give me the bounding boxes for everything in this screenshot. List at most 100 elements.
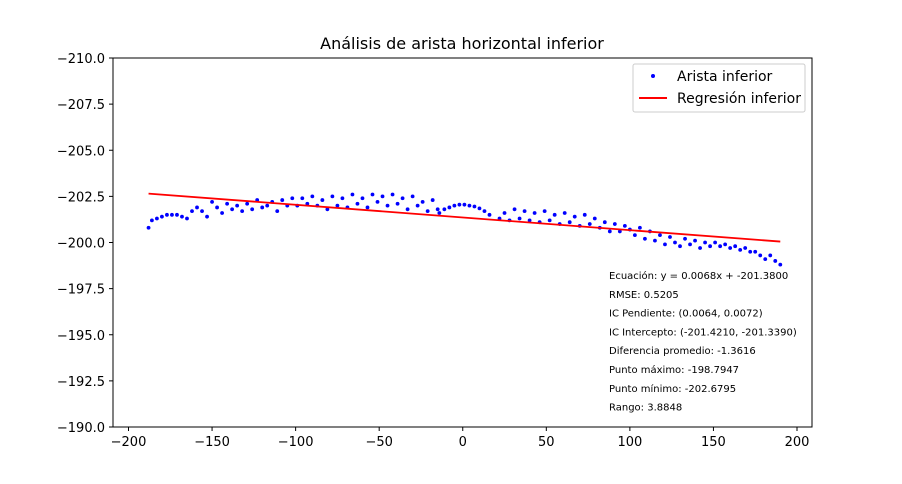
scatter-point-29: [290, 196, 295, 201]
scatter-point-94: [617, 229, 622, 234]
x-tick-label-2: −100: [278, 435, 314, 450]
scatter-point-10: [195, 205, 199, 210]
scatter-point-124: [768, 253, 773, 258]
scatter-point-73: [512, 207, 517, 212]
scatter-point-79: [542, 209, 547, 214]
scatter-point-39: [340, 196, 345, 201]
scatter-point-89: [592, 216, 597, 221]
scatter-point-6: [175, 212, 179, 217]
x-axis: −200 −150 −100 −50 0 50 100 150 200: [111, 427, 809, 450]
scatter-point-41: [350, 192, 355, 197]
scatter-point-8: [185, 216, 189, 221]
scatter-point-57: [430, 198, 435, 202]
scatter-point-103: [663, 242, 667, 247]
scatter-point-66: [472, 204, 477, 209]
data-marks: [146, 192, 783, 267]
scatter-point-87: [582, 212, 587, 217]
scatter-point-5: [170, 212, 174, 217]
scatter-point-77: [532, 211, 537, 215]
scatter-point-42: [355, 201, 360, 206]
y-axis: −210.0 −207.5 −205.0 −202.5 −200.0 −197.5 −195…: [57, 52, 113, 436]
scatter-point-16: [225, 201, 230, 206]
scatter-point-119: [743, 246, 748, 250]
scatter-point-112: [708, 244, 712, 249]
chart-title: Análisis de arista horizontal inferior: [320, 34, 604, 53]
scatter-point-43: [360, 196, 365, 201]
scatter-point-4: [165, 212, 169, 217]
scatter-point-49: [390, 192, 395, 197]
scatter-point-33: [310, 194, 315, 199]
scatter-point-7: [180, 214, 184, 219]
scatter-point-92: [607, 229, 612, 234]
x-tick-label-4: 0: [459, 435, 467, 450]
scatter-point-105: [673, 240, 677, 245]
scatter-point-114: [718, 244, 723, 249]
scatter-point-109: [693, 238, 697, 243]
scatter-point-11: [200, 209, 204, 214]
legend-label-arista-inferior: Arista inferior: [677, 69, 773, 85]
scatter-point-99: [643, 236, 647, 241]
x-tick-label-3: −50: [365, 435, 392, 450]
annotation-0: Ecuación: y = 0.0068x + -201.3800: [609, 270, 788, 282]
scatter-point-45: [370, 192, 375, 197]
scatter-point-52: [405, 207, 410, 212]
x-tick-label-6: 100: [617, 435, 642, 450]
scatter-point-85: [572, 214, 577, 219]
scatter-point-65: [467, 203, 472, 208]
scatter-point-47: [380, 194, 385, 199]
x-tick-label-1: −150: [194, 435, 230, 450]
scatter-point-54: [415, 203, 420, 208]
scatter-point-102: [658, 233, 662, 238]
scatter-point-101: [653, 238, 657, 243]
y-tick-label-6: −195.0: [57, 329, 105, 344]
y-tick-label-8: −190.0: [57, 421, 105, 436]
annotation-6: Punto mínimo: -202.6795: [609, 383, 736, 395]
scatter-point-24: [265, 203, 270, 208]
scatter-point-2: [155, 216, 159, 221]
annotation-4: Diferencia promedio: -1.3616: [609, 346, 756, 357]
scatter-point-23: [260, 205, 265, 210]
y-tick-label-5: −197.5: [57, 283, 105, 298]
scatter-point-106: [678, 244, 682, 249]
scatter-point-107: [683, 236, 687, 241]
scatter-point-110: [698, 246, 702, 250]
scatter-point-95: [622, 223, 627, 228]
annotation-2: IC Pendiente: (0.0064, 0.0072): [609, 309, 763, 320]
scatter-point-3: [160, 214, 164, 219]
scatter-point-35: [320, 198, 325, 202]
scatter-point-98: [638, 225, 642, 230]
scatter-point-51: [400, 196, 405, 201]
scatter-point-18: [235, 203, 240, 208]
scatter-point-97: [632, 233, 637, 238]
y-tick-label-7: −192.5: [57, 375, 105, 390]
scatter-point-15: [220, 211, 224, 215]
scatter-point-21: [250, 207, 255, 212]
scatter-point-58: [435, 207, 440, 212]
scatter-point-60: [442, 207, 447, 212]
scatter-point-46: [375, 200, 380, 204]
scatter-point-9: [190, 209, 194, 214]
scatter-point-62: [452, 203, 457, 208]
scatter-point-125: [773, 259, 778, 263]
stats-annotations: Ecuación: y = 0.0068x + -201.3800 RMSE: 0…: [609, 270, 797, 414]
legend-label-regresion-inferior: Regresión inferior: [677, 91, 801, 107]
scatter-point-74: [517, 216, 522, 221]
y-tick-label-4: −200.0: [57, 237, 105, 252]
scatter-point-83: [562, 211, 567, 215]
scatter-point-123: [763, 257, 768, 262]
x-tick-label-0: −200: [111, 435, 147, 450]
scatter-point-68: [482, 209, 487, 214]
annotation-1: RMSE: 0.5205: [609, 290, 679, 301]
scatter-point-81: [552, 212, 557, 217]
scatter-point-55: [420, 200, 425, 204]
scatter-point-37: [330, 194, 335, 199]
legend: Arista inferior Regresión inferior: [632, 63, 806, 113]
scatter-point-111: [703, 240, 707, 245]
scatter-point-91: [602, 220, 607, 225]
scatter-point-19: [240, 209, 245, 214]
y-tick-label-1: −207.5: [57, 98, 105, 113]
scatter-point-84: [567, 220, 572, 225]
scatter-point-117: [733, 244, 738, 249]
